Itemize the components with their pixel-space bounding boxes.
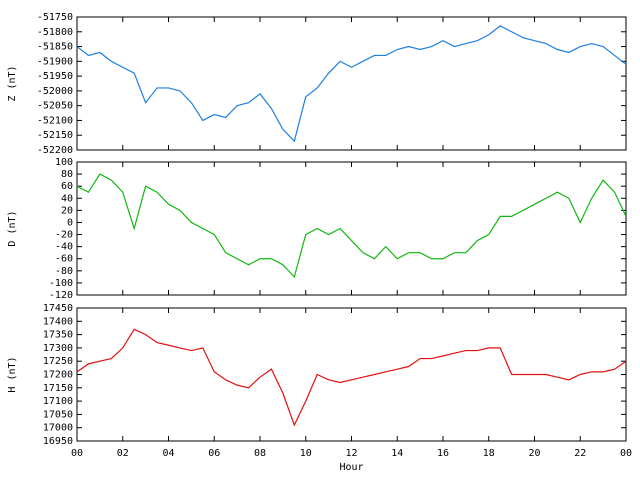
y-tick-label: 17150 — [43, 383, 73, 394]
y-tick-label: -60 — [55, 254, 73, 265]
x-tick-label: 06 — [208, 448, 220, 459]
y-tick-label: -52050 — [37, 101, 73, 112]
y-tick-label: 17200 — [43, 370, 73, 381]
y-tick-label: -20 — [55, 230, 73, 241]
y-tick-label: -120 — [49, 290, 73, 301]
y-tick-label: -51950 — [37, 71, 73, 82]
line — [76, 328, 627, 427]
x-tick-label: 18 — [483, 448, 495, 459]
y-tick-label: -51900 — [37, 56, 73, 67]
y-tick-label: -80 — [55, 266, 73, 277]
x-tick-label: 00 — [71, 448, 83, 459]
y-tick-label: -51850 — [37, 42, 73, 53]
y-tick-label: 17250 — [43, 356, 73, 367]
y-tick-label: -52000 — [37, 86, 73, 97]
y-tick-label: 20 — [61, 205, 73, 216]
y-axis-label: D (nT) — [7, 210, 18, 246]
x-tick-label: 12 — [345, 448, 357, 459]
y-tick-label: 17050 — [43, 409, 73, 420]
y-tick-label: 17100 — [43, 396, 73, 407]
x-tick-label: 10 — [300, 448, 312, 459]
x-tick-label: 00 — [620, 448, 632, 459]
y-tick-label: 0 — [67, 217, 73, 228]
y-axis-label: H (nT) — [7, 356, 18, 392]
x-axis-label: Hour — [339, 462, 363, 473]
x-tick-label: 22 — [574, 448, 586, 459]
y-tick-label: 17400 — [43, 316, 73, 327]
x-tick-label: 04 — [162, 448, 174, 459]
x-tick-label: 20 — [528, 448, 540, 459]
y-tick-label: -52100 — [37, 115, 73, 126]
y-tick-label: 17300 — [43, 343, 73, 354]
y-tick-label: 17350 — [43, 330, 73, 341]
x-tick-label: 08 — [254, 448, 266, 459]
y-tick-label: 17000 — [43, 423, 73, 434]
plot-frame — [76, 161, 627, 296]
y-tick-label: 100 — [55, 157, 73, 168]
y-tick-label: 80 — [61, 169, 73, 180]
y-tick-label: -51800 — [37, 27, 73, 38]
x-tick-label: 16 — [437, 448, 449, 459]
y-tick-label: 17450 — [43, 303, 73, 314]
y-tick-label: -52200 — [37, 145, 73, 156]
y-tick-label: -52150 — [37, 130, 73, 141]
y-tick-label: 60 — [61, 181, 73, 192]
line — [76, 173, 627, 279]
y-tick-label: 40 — [61, 193, 73, 204]
plot-frame — [76, 16, 627, 151]
y-axis-label: Z (nT) — [7, 65, 18, 101]
y-tick-label: -100 — [49, 278, 73, 289]
line — [76, 25, 627, 143]
y-tick-label: -40 — [55, 242, 73, 253]
y-tick-label: 16950 — [43, 436, 73, 447]
x-tick-label: 02 — [117, 448, 129, 459]
y-tick-label: -51750 — [37, 12, 73, 23]
x-tick-label: 14 — [391, 448, 403, 459]
